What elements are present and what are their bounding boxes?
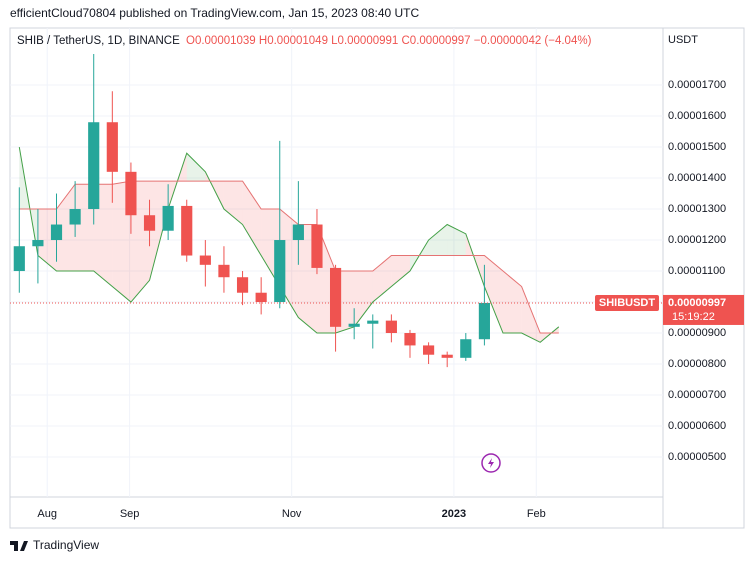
x-tick-label: Aug xyxy=(37,508,57,520)
candle-body xyxy=(255,292,267,303)
candle-body xyxy=(69,209,81,225)
candle-body xyxy=(218,264,230,278)
y-tick-label: 0.00001400 xyxy=(668,172,726,184)
candle-body xyxy=(460,339,472,358)
y-tick-label: 0.00000900 xyxy=(668,327,726,339)
y-tick-label: 0.00001700 xyxy=(668,79,726,91)
candle-body xyxy=(404,333,416,346)
cloud-fill xyxy=(354,271,373,327)
replay-icon[interactable] xyxy=(481,453,501,473)
x-tick-label: 2023 xyxy=(442,508,466,520)
cloud-line xyxy=(19,180,559,334)
candle-body xyxy=(106,122,118,172)
y-tick-label: 0.00001600 xyxy=(668,110,726,122)
cloud-fill xyxy=(521,286,541,343)
y-tick-label: 0.00001200 xyxy=(668,234,726,246)
x-tick-label: Feb xyxy=(527,508,546,520)
y-tick-label: 0.00001500 xyxy=(668,141,726,153)
candle-body xyxy=(236,277,249,293)
candle-body xyxy=(441,354,453,358)
y-tick-label: 0.00000500 xyxy=(668,451,726,463)
ohlc-legend: O0.00001039 H0.00001049 L0.00000991 C0.0… xyxy=(186,35,592,47)
cloud-fill xyxy=(93,184,113,287)
candle-body xyxy=(50,224,63,241)
cloud-fill xyxy=(56,184,76,272)
y-tick-label: 0.00000800 xyxy=(668,358,726,370)
candle-body xyxy=(274,240,286,303)
candle-body xyxy=(367,320,379,324)
cloud-line xyxy=(18,146,560,343)
currency-label: USDT xyxy=(668,34,698,46)
y-tick-label: 0.00000600 xyxy=(668,420,726,432)
candle-body xyxy=(143,215,156,231)
candle-body xyxy=(385,320,397,334)
candle-body xyxy=(311,224,323,268)
candle-body xyxy=(292,224,304,241)
cloud-fill xyxy=(186,153,206,182)
cloud-fill xyxy=(484,255,504,334)
symbol-badge xyxy=(595,294,659,311)
candle-body xyxy=(199,255,211,265)
chart-frame xyxy=(9,27,745,529)
y-tick-label: 0.00000700 xyxy=(668,389,726,401)
price-badge-text: 0.00000997 xyxy=(668,297,726,309)
cloud-fill xyxy=(447,224,466,256)
candle-body xyxy=(423,345,435,355)
cloud-fill xyxy=(372,255,392,303)
brand-name: TradingView xyxy=(33,538,99,552)
cloud-fill xyxy=(428,224,448,256)
tradingview-logo xyxy=(10,541,28,551)
candle-body xyxy=(13,246,25,272)
candle-body xyxy=(162,205,174,231)
candle-body xyxy=(88,122,100,210)
cloud-fill xyxy=(223,181,243,225)
symbol-title: SHIB / TetherUS, 1D, BINANCE xyxy=(17,35,180,47)
y-tick-label: 0.00001100 xyxy=(668,265,725,277)
cloud-fill xyxy=(242,181,262,256)
cloud-fill xyxy=(391,255,410,287)
x-tick-label: Nov xyxy=(282,508,302,520)
publisher-line: efficientCloud70804 published on Trading… xyxy=(10,6,420,20)
symbol-badge-text: SHIBUSDT xyxy=(599,297,656,309)
candle-body xyxy=(32,240,44,247)
candle-body xyxy=(478,302,490,340)
cloud-fill xyxy=(503,271,522,334)
candle-body xyxy=(125,171,137,216)
countdown: 15:19:22 xyxy=(672,311,715,323)
candle-body xyxy=(348,323,360,327)
price-badge xyxy=(663,294,744,325)
x-tick-label: Sep xyxy=(120,508,140,520)
candle-body xyxy=(329,267,342,327)
plot-area xyxy=(10,28,663,497)
y-tick-label: 0.00001300 xyxy=(668,203,726,215)
candle-body xyxy=(181,205,193,256)
